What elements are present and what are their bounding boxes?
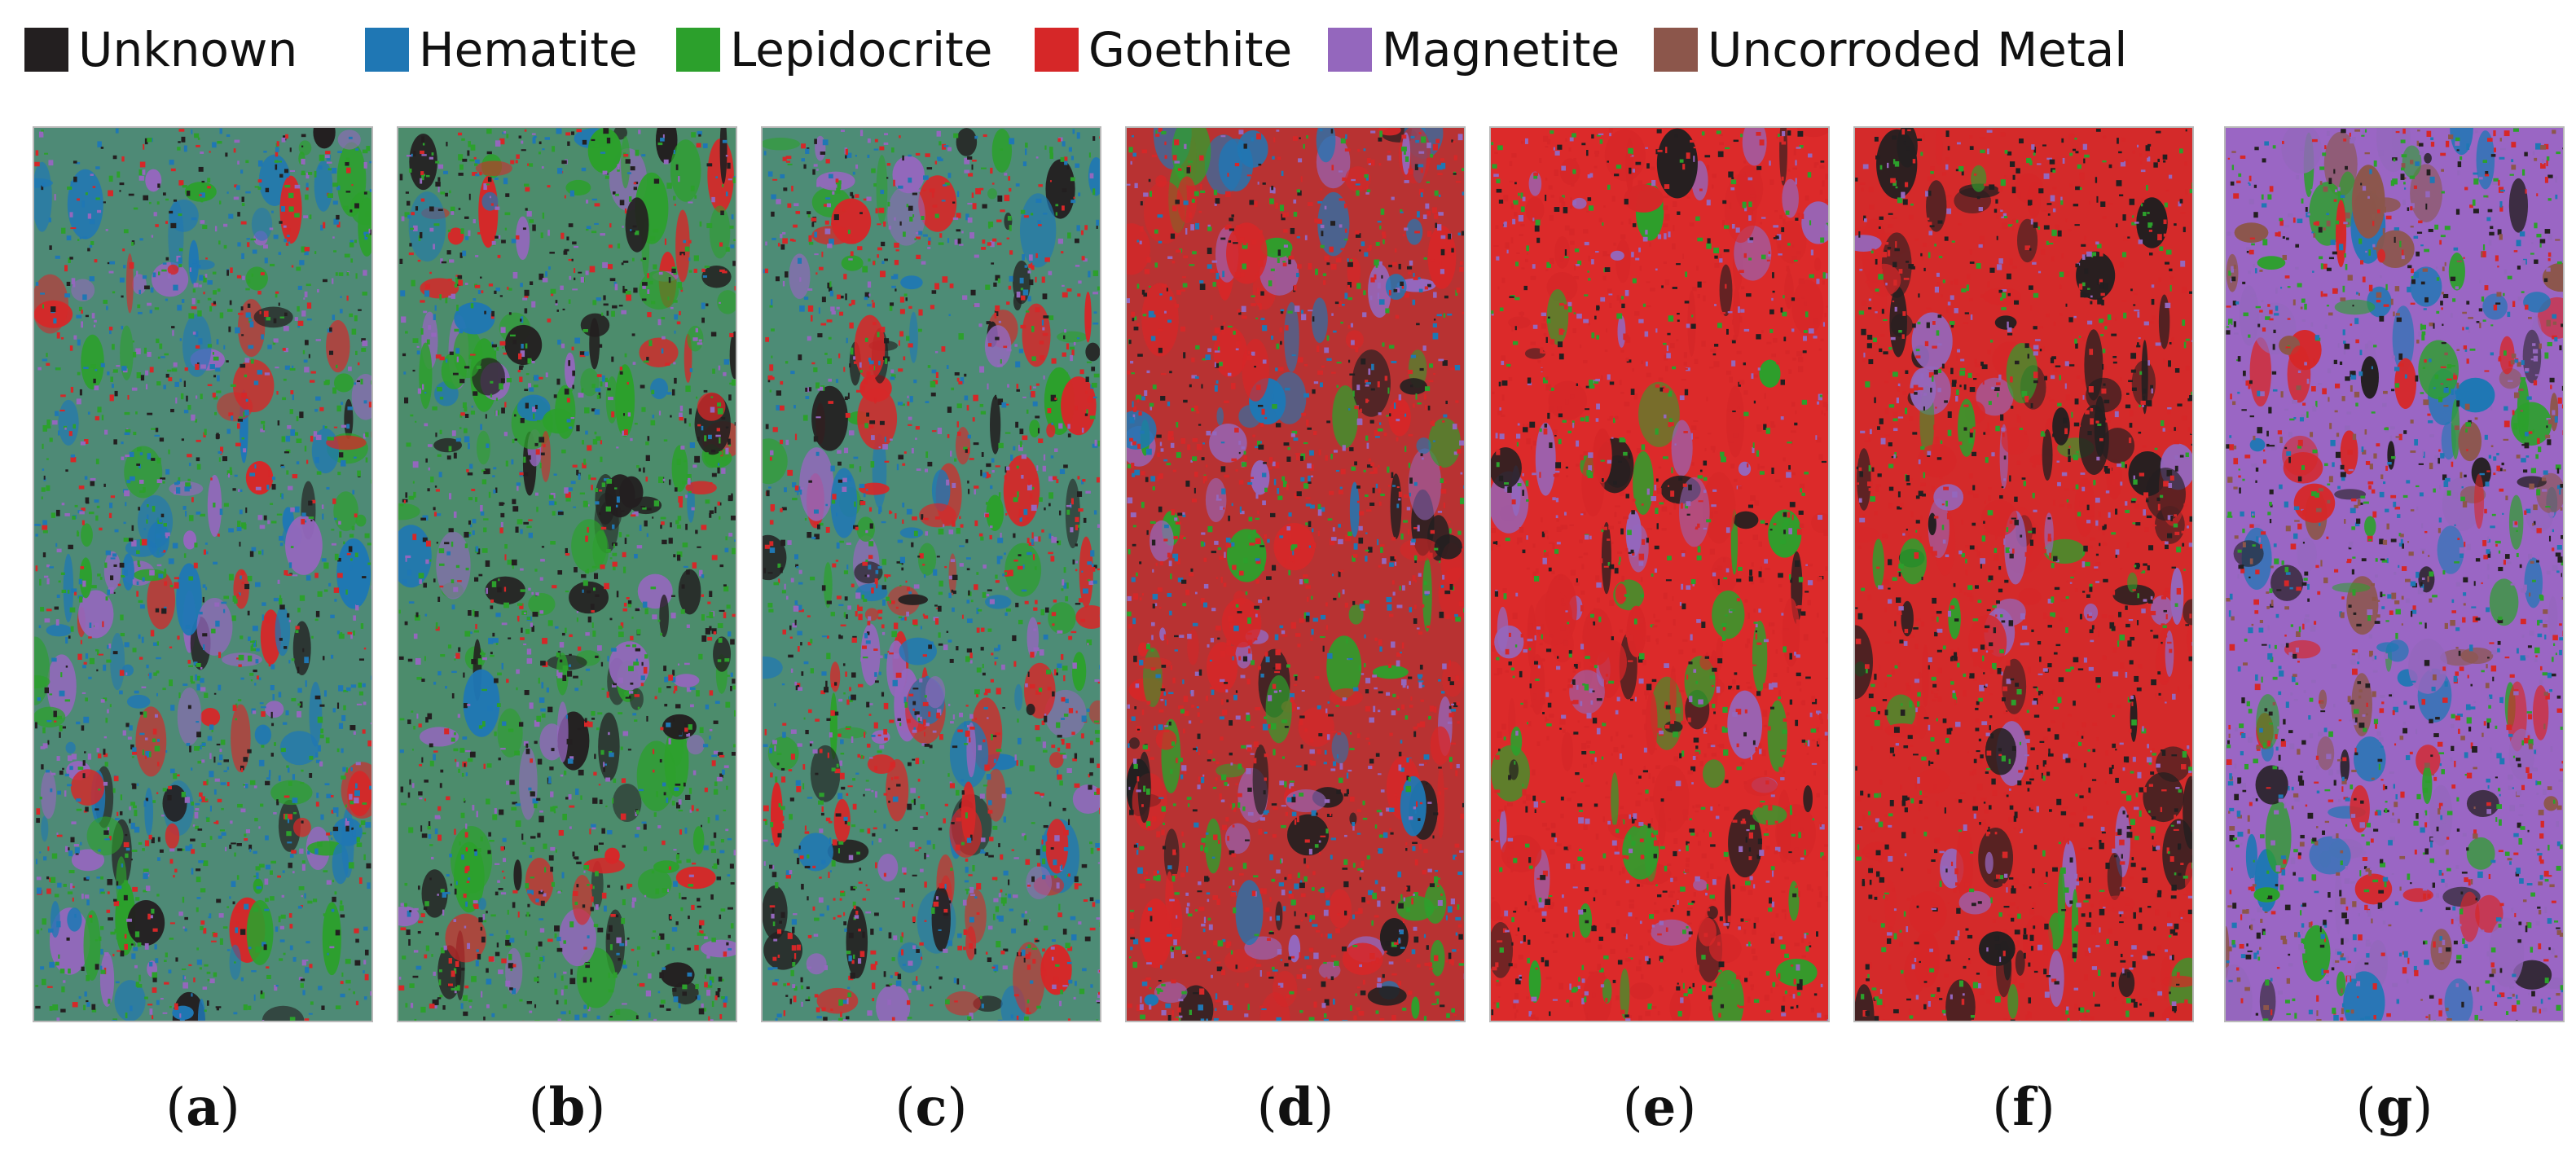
legend-item-uncorroded-metal: Uncorroded Metal — [1654, 13, 2127, 86]
phase-map-a — [33, 126, 373, 1022]
phase-map-g — [2224, 126, 2565, 1022]
legend-swatch-uncorroded-metal — [1654, 28, 1698, 72]
phase-map-c-svg — [763, 128, 1100, 1021]
caption-e-letter: e — [1642, 1077, 1677, 1138]
caption-f-letter: f — [2012, 1077, 2035, 1138]
phase-map-f-svg — [1855, 128, 2192, 1021]
caption-g: (g) — [2355, 1077, 2433, 1138]
legend-label-hematite: Hematite — [419, 22, 638, 77]
legend-item-unknown: Unknown — [24, 13, 297, 86]
legend-label-magnetite: Magnetite — [1382, 22, 1620, 77]
phase-map-g-svg — [2226, 128, 2563, 1021]
legend-label-goethite: Goethite — [1088, 22, 1293, 77]
legend-item-magnetite: Magnetite — [1328, 13, 1620, 86]
phase-map-c — [761, 126, 1101, 1022]
phase-map-f — [1853, 126, 2194, 1022]
legend-label-lepidocrite: Lepidocrite — [730, 22, 993, 77]
phase-map-b-svg — [398, 128, 736, 1021]
caption-a-letter: a — [186, 1077, 220, 1138]
legend-swatch-lepidocrite — [676, 28, 720, 72]
caption-d: (d) — [1256, 1077, 1334, 1138]
caption-c: (c) — [895, 1077, 968, 1138]
caption-c-letter: c — [915, 1077, 947, 1138]
caption-d-letter: d — [1277, 1077, 1314, 1138]
caption-b-letter: b — [548, 1077, 586, 1138]
legend-item-hematite: Hematite — [365, 13, 638, 86]
legend-swatch-unknown — [24, 28, 68, 72]
phase-map-e — [1489, 126, 1830, 1022]
legend-swatch-hematite — [365, 28, 409, 72]
legend-label-uncorroded-metal: Uncorroded Metal — [1708, 22, 2128, 77]
phase-map-b — [397, 126, 737, 1022]
legend-item-lepidocrite: Lepidocrite — [676, 13, 992, 86]
phase-map-d — [1125, 126, 1466, 1022]
caption-f: (f) — [1992, 1077, 2055, 1138]
phase-map-d-svg — [1127, 128, 1464, 1021]
phase-map-a-svg — [34, 128, 371, 1021]
legend-label-unknown: Unknown — [78, 22, 298, 77]
phase-map-e-svg — [1491, 128, 1828, 1021]
legend-swatch-magnetite — [1328, 28, 1372, 72]
caption-g-letter: g — [2376, 1077, 2413, 1138]
legend-swatch-goethite — [1035, 28, 1079, 72]
caption-e: (e) — [1622, 1077, 1697, 1138]
legend: Unknown Hematite Lepidocrite Goethite Ma… — [24, 13, 2566, 86]
legend-item-goethite: Goethite — [1035, 13, 1292, 86]
caption-a: (a) — [165, 1077, 240, 1138]
caption-b: (b) — [528, 1077, 606, 1138]
